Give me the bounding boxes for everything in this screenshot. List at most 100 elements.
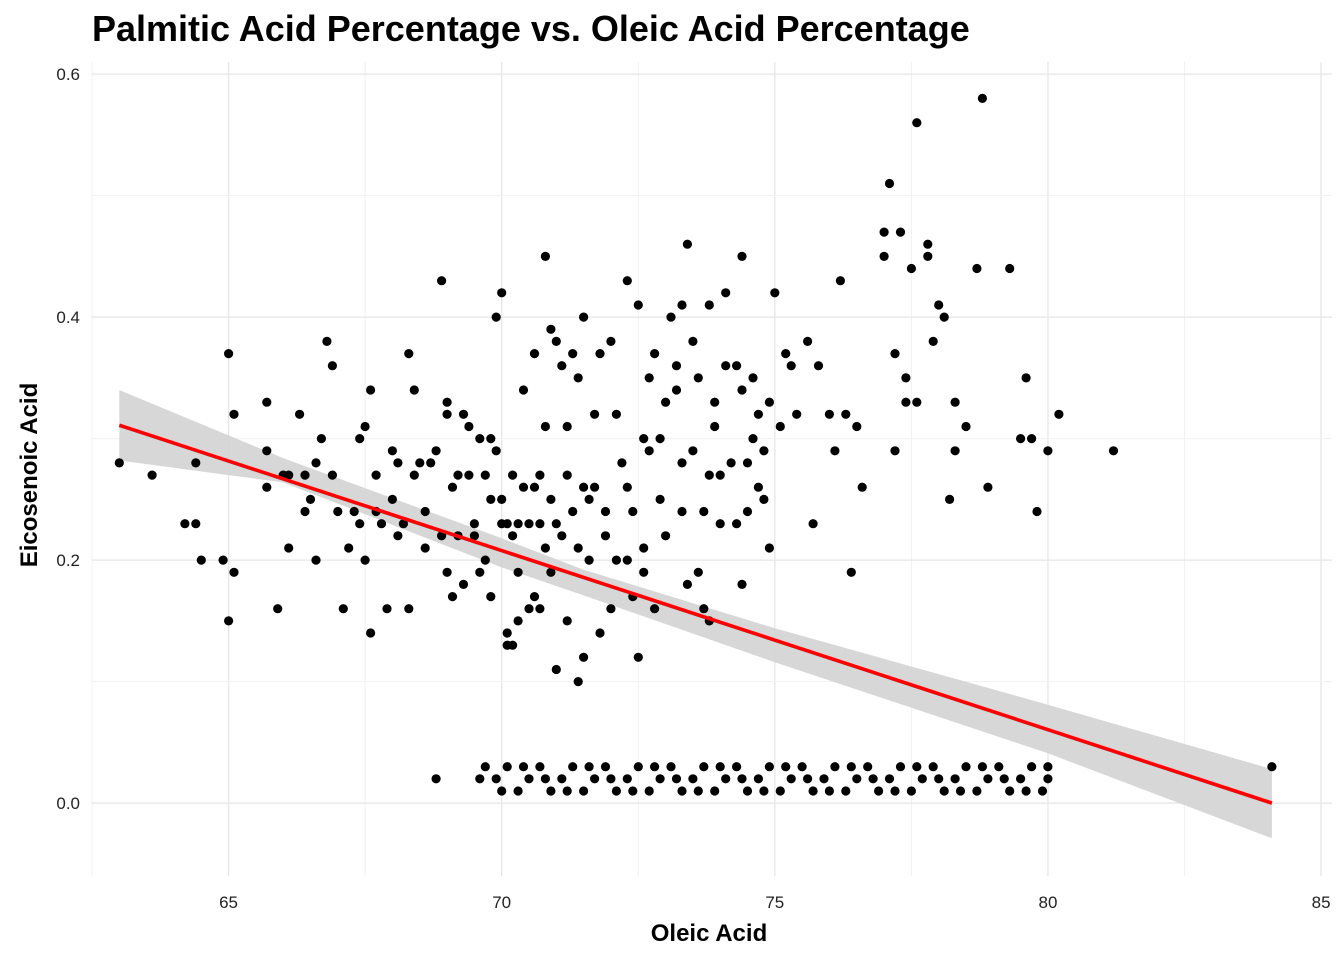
data-point: [977, 93, 988, 103]
data-point: [191, 458, 201, 468]
data-point: [622, 276, 632, 286]
data-point: [409, 385, 419, 395]
data-point: [562, 470, 572, 480]
chart-title: Palmitic Acid Percentage vs. Oleic Acid …: [92, 8, 970, 49]
data-point: [475, 434, 485, 444]
data-point: [447, 482, 458, 492]
data-point: [447, 592, 458, 602]
data-point: [693, 373, 703, 383]
data-point: [923, 239, 933, 249]
data-point: [699, 604, 709, 614]
data-point: [939, 312, 949, 322]
data-point: [628, 786, 638, 796]
data-point: [912, 397, 922, 407]
data-point: [726, 458, 736, 468]
data-point: [775, 786, 785, 796]
data-point: [699, 506, 709, 517]
data-point: [753, 774, 764, 784]
data-point: [928, 336, 938, 346]
data-point: [191, 519, 201, 529]
data-point: [475, 567, 485, 577]
data-point: [890, 786, 900, 796]
data-point: [906, 786, 917, 796]
data-point: [977, 762, 988, 772]
data-point: [661, 397, 671, 407]
data-point: [884, 178, 895, 189]
data-point: [721, 361, 731, 371]
y-tick-label: 0.2: [56, 551, 80, 570]
data-point: [382, 604, 392, 614]
data-point: [797, 762, 807, 772]
data-point: [879, 227, 889, 237]
data-point: [1037, 786, 1048, 796]
data-point: [404, 604, 414, 614]
data-point: [573, 543, 583, 553]
data-point: [1043, 446, 1053, 456]
data-point: [404, 349, 414, 359]
data-point: [393, 531, 403, 541]
data-point: [584, 494, 594, 504]
data-point: [655, 494, 665, 504]
data-point: [633, 762, 643, 772]
data-point: [1043, 762, 1053, 772]
data-point: [715, 519, 725, 529]
data-point: [491, 446, 501, 456]
data-point: [229, 409, 239, 419]
data-point: [590, 482, 600, 492]
data-point: [529, 482, 540, 492]
data-point: [273, 604, 283, 614]
data-point: [300, 470, 310, 480]
data-point: [546, 567, 556, 577]
data-point: [431, 774, 441, 784]
data-point: [803, 774, 813, 784]
data-point: [759, 446, 769, 456]
data-point: [480, 555, 490, 565]
data-point: [535, 762, 545, 772]
data-point: [284, 470, 294, 480]
data-point: [737, 385, 747, 395]
data-point: [502, 762, 512, 772]
data-point: [710, 397, 720, 407]
data-point: [688, 446, 698, 456]
data-point: [732, 519, 742, 529]
data-point: [590, 409, 600, 419]
data-point: [704, 300, 714, 310]
data-point: [770, 288, 780, 298]
data-point: [699, 762, 709, 772]
data-point: [551, 336, 561, 346]
data-point: [934, 300, 944, 310]
data-point: [950, 397, 960, 407]
data-point: [983, 482, 993, 492]
data-point: [491, 312, 501, 322]
data-point: [218, 555, 228, 565]
data-point: [535, 470, 545, 480]
data-point: [366, 385, 376, 395]
data-point: [229, 567, 239, 577]
data-point: [469, 519, 479, 529]
data-point: [590, 774, 600, 784]
data-point: [426, 458, 436, 468]
data-point: [1016, 434, 1026, 444]
data-point: [1016, 774, 1026, 784]
data-point: [475, 774, 485, 784]
data-point: [715, 470, 725, 480]
data-point: [437, 276, 447, 286]
data-point: [344, 543, 354, 553]
data-point: [114, 458, 124, 468]
data-point: [972, 263, 982, 274]
data-point: [524, 774, 534, 784]
y-tick-label: 0.0: [56, 794, 80, 813]
data-point: [753, 409, 764, 419]
data-point: [622, 774, 632, 784]
data-point: [562, 786, 572, 796]
data-point: [611, 555, 622, 565]
data-point: [666, 762, 676, 772]
data-point: [961, 421, 971, 432]
data-point: [863, 762, 873, 772]
data-point: [644, 446, 654, 456]
data-point: [715, 762, 725, 772]
data-point: [813, 361, 824, 371]
data-point: [540, 251, 551, 261]
data-point: [147, 470, 157, 480]
data-point: [442, 567, 452, 577]
